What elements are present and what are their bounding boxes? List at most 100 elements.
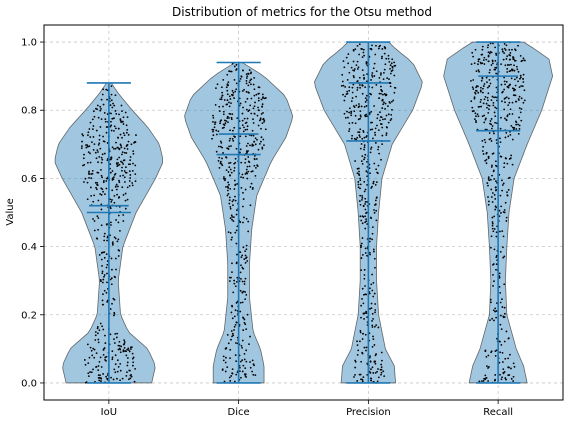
data-point	[510, 367, 512, 370]
data-point	[223, 99, 226, 101]
data-point	[373, 209, 375, 211]
data-point	[244, 122, 247, 125]
data-point	[382, 93, 384, 96]
data-point	[116, 146, 119, 149]
data-point	[115, 188, 118, 191]
data-point	[510, 125, 513, 127]
data-point	[500, 83, 503, 86]
data-point	[102, 348, 105, 350]
data-point	[105, 88, 108, 91]
data-point	[245, 256, 248, 259]
data-point	[501, 376, 503, 379]
data-point	[519, 111, 522, 114]
data-point	[130, 374, 133, 376]
data-point	[123, 176, 126, 179]
data-point	[505, 330, 508, 333]
data-point	[124, 192, 127, 195]
data-point	[374, 131, 376, 134]
data-point	[520, 97, 523, 100]
data-point	[360, 143, 363, 145]
data-point	[364, 188, 367, 191]
data-point	[360, 304, 363, 307]
data-point	[375, 83, 378, 86]
data-point	[91, 128, 94, 131]
data-point	[492, 264, 494, 266]
data-point	[249, 361, 251, 363]
data-point	[227, 231, 230, 234]
data-point	[487, 203, 490, 206]
data-point	[485, 117, 487, 120]
data-point	[499, 351, 501, 354]
data-point	[235, 373, 238, 376]
data-point	[374, 127, 377, 130]
data-point	[359, 147, 362, 150]
data-point	[229, 174, 231, 177]
data-point	[113, 129, 115, 132]
data-point	[475, 121, 478, 124]
data-point	[503, 283, 506, 286]
data-point	[97, 369, 100, 371]
data-point	[245, 244, 248, 247]
data-point	[494, 160, 497, 163]
data-point	[228, 183, 230, 186]
data-point	[253, 154, 256, 157]
data-point	[372, 335, 374, 338]
data-point	[134, 173, 137, 176]
data-point	[230, 276, 232, 279]
data-point	[359, 179, 362, 182]
data-point	[365, 218, 367, 221]
data-point	[95, 352, 98, 355]
data-point	[480, 62, 483, 65]
data-point	[520, 108, 523, 110]
data-point	[123, 134, 126, 137]
data-point	[236, 117, 239, 120]
data-point	[489, 69, 491, 71]
data-point	[363, 144, 366, 147]
data-point	[97, 199, 100, 202]
data-point	[92, 125, 95, 127]
data-point	[217, 145, 220, 148]
data-point	[506, 191, 508, 193]
data-point	[225, 347, 228, 349]
data-point	[226, 89, 229, 92]
data-point	[371, 232, 374, 235]
data-point	[126, 148, 129, 150]
data-point	[371, 86, 374, 89]
data-point	[507, 357, 510, 360]
data-point	[515, 65, 518, 68]
data-point	[488, 132, 491, 134]
data-point	[494, 46, 497, 49]
data-point	[124, 111, 127, 114]
data-point	[509, 52, 512, 54]
data-point	[101, 158, 104, 161]
data-point	[235, 213, 238, 216]
data-point	[494, 186, 497, 189]
data-point	[500, 328, 503, 331]
data-point	[245, 82, 248, 85]
data-point	[225, 186, 227, 188]
data-point	[487, 157, 490, 160]
data-point	[263, 144, 265, 147]
data-point	[88, 176, 90, 179]
data-point	[365, 310, 368, 313]
data-point	[124, 350, 126, 352]
data-point	[247, 84, 250, 87]
data-point	[490, 166, 493, 168]
data-point	[257, 97, 260, 99]
data-point	[501, 306, 504, 308]
data-point	[226, 73, 229, 76]
data-point	[380, 57, 383, 60]
data-point	[355, 138, 358, 141]
data-point	[116, 370, 119, 373]
data-point	[226, 99, 229, 102]
data-point	[247, 230, 250, 233]
data-point	[379, 111, 381, 114]
data-point	[346, 79, 349, 81]
data-point	[233, 329, 235, 331]
data-point	[363, 277, 366, 280]
data-point	[508, 64, 510, 66]
data-point	[515, 123, 518, 126]
data-point	[388, 81, 391, 84]
data-point	[256, 138, 258, 141]
data-point	[125, 374, 128, 377]
